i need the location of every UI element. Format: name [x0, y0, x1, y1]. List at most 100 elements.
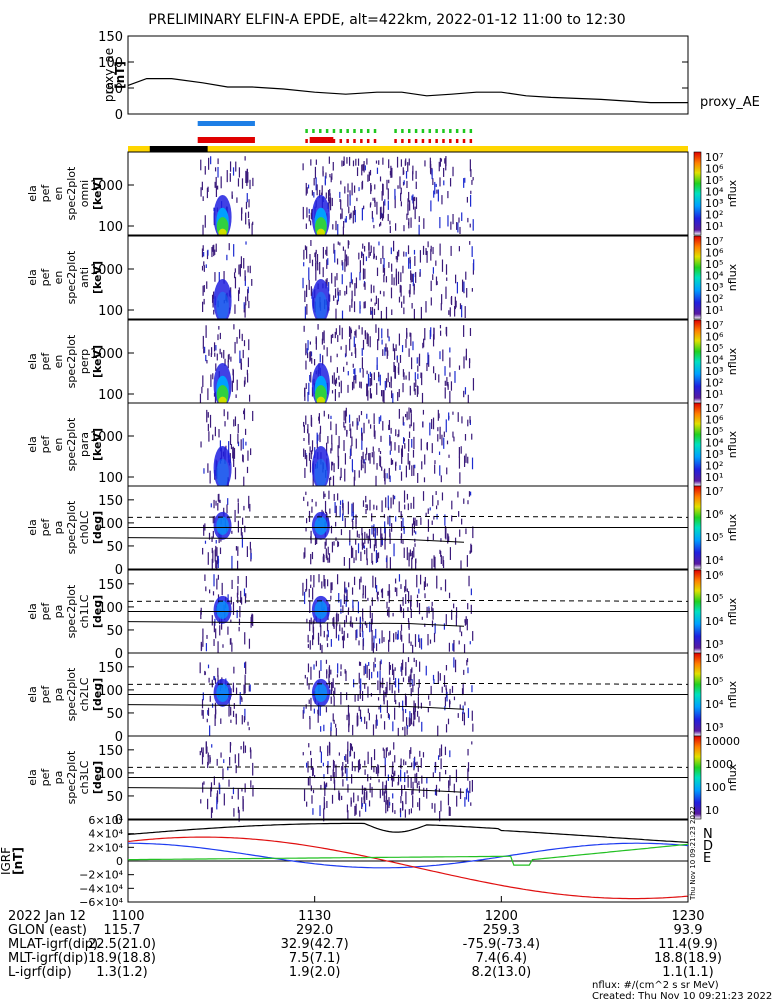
flux-mark	[459, 529, 461, 537]
flux-mark	[379, 451, 382, 455]
flux-mark	[413, 249, 416, 255]
flux-mark	[362, 608, 364, 619]
ytick-label: 150	[98, 661, 123, 676]
flux-mark	[209, 755, 211, 764]
flux-mark	[330, 682, 333, 695]
flux-mark	[382, 245, 384, 259]
flux-mark	[412, 165, 414, 175]
flux-mark	[344, 218, 346, 223]
flux-mark	[252, 221, 254, 225]
flux-mark	[375, 628, 377, 639]
flux-mark	[348, 414, 351, 423]
flux-mark	[439, 177, 441, 187]
flux-mark	[359, 763, 361, 769]
flux-mark	[306, 455, 308, 467]
flux-mark	[227, 354, 229, 363]
flux-mark	[378, 779, 380, 783]
flux-mark	[384, 537, 386, 550]
flux-mark	[341, 208, 343, 219]
flux-mark	[330, 421, 332, 431]
flux-mark	[229, 161, 232, 172]
colorbar	[693, 735, 702, 820]
flux-mark	[216, 353, 218, 361]
igrf-e-line	[128, 843, 689, 866]
flux-mark	[307, 424, 309, 434]
flux-mark	[371, 310, 373, 315]
flux-mark	[206, 359, 208, 364]
flux-mark	[358, 325, 360, 330]
flux-mark	[371, 637, 373, 651]
flux-mark	[321, 185, 323, 196]
flux-mark	[416, 574, 418, 588]
flux-mark	[351, 622, 354, 628]
loss-cone-line	[127, 704, 465, 710]
colorbar	[693, 402, 702, 487]
zone-bar-red-2	[309, 137, 334, 143]
flux-mark	[430, 200, 432, 212]
flux-mark	[206, 718, 208, 723]
flux-mark	[466, 787, 468, 793]
flux-mark	[231, 195, 233, 199]
flux-mark	[400, 606, 402, 611]
flux-mark	[375, 766, 377, 774]
flux-mark	[413, 529, 415, 533]
flux-mark	[464, 701, 466, 706]
flux-mark	[462, 705, 464, 714]
flux-mark	[382, 747, 384, 751]
flux-mark	[375, 550, 378, 564]
flux-mark	[401, 789, 403, 794]
flux-mark	[323, 808, 325, 822]
flux-mark	[373, 766, 375, 773]
flux-mark	[415, 181, 417, 190]
flux-mark	[398, 429, 400, 437]
flux-mark	[461, 279, 464, 292]
igrf-d-line	[127, 836, 689, 900]
flux-mark	[328, 200, 330, 212]
flux-mark	[307, 777, 309, 786]
colorbar-tick-label: 10²	[705, 377, 723, 390]
flux-mark	[402, 727, 404, 731]
flux-mark	[373, 544, 375, 552]
flux-mark	[310, 697, 312, 711]
flux-mark	[466, 196, 468, 203]
flux-mark	[376, 167, 379, 174]
flux-core-inner	[216, 458, 229, 488]
flux-mark	[348, 241, 350, 245]
flux-mark	[204, 670, 206, 676]
flux-mark	[405, 171, 408, 179]
flux-mark	[398, 389, 400, 398]
flux-mark	[244, 632, 246, 645]
flux-mark	[418, 216, 420, 223]
flux-mark	[356, 715, 358, 727]
flux-mark	[347, 501, 349, 515]
flux-mark	[241, 532, 243, 539]
flux-mark	[309, 254, 311, 264]
flux-mark	[462, 712, 464, 722]
flux-mark	[312, 620, 314, 633]
flux-mark	[343, 410, 345, 421]
flux-mark	[430, 163, 432, 175]
legend-d: D	[703, 839, 713, 854]
flux-mark	[227, 360, 229, 369]
flux-mark	[348, 714, 350, 726]
colorbar-tick-label: 10⁴	[705, 554, 724, 567]
flux-mark	[412, 341, 414, 351]
flux-mark	[358, 533, 360, 538]
flux-mark	[409, 711, 411, 720]
flux-mark	[303, 262, 305, 267]
flux-mark	[466, 658, 469, 663]
flux-mark	[373, 424, 375, 437]
mark-green	[319, 129, 322, 133]
mark-red	[421, 139, 425, 143]
mark-red	[449, 139, 452, 143]
flux-mark	[314, 539, 317, 545]
flux-mark	[311, 506, 313, 513]
flux-mark	[386, 473, 388, 479]
flux-mark	[238, 329, 241, 339]
flux-mark	[348, 326, 351, 337]
flux-mark	[394, 755, 396, 763]
flux-mark	[319, 706, 321, 716]
flux-mark	[322, 246, 324, 259]
flux-mark	[402, 265, 404, 274]
flux-mark	[237, 441, 240, 447]
